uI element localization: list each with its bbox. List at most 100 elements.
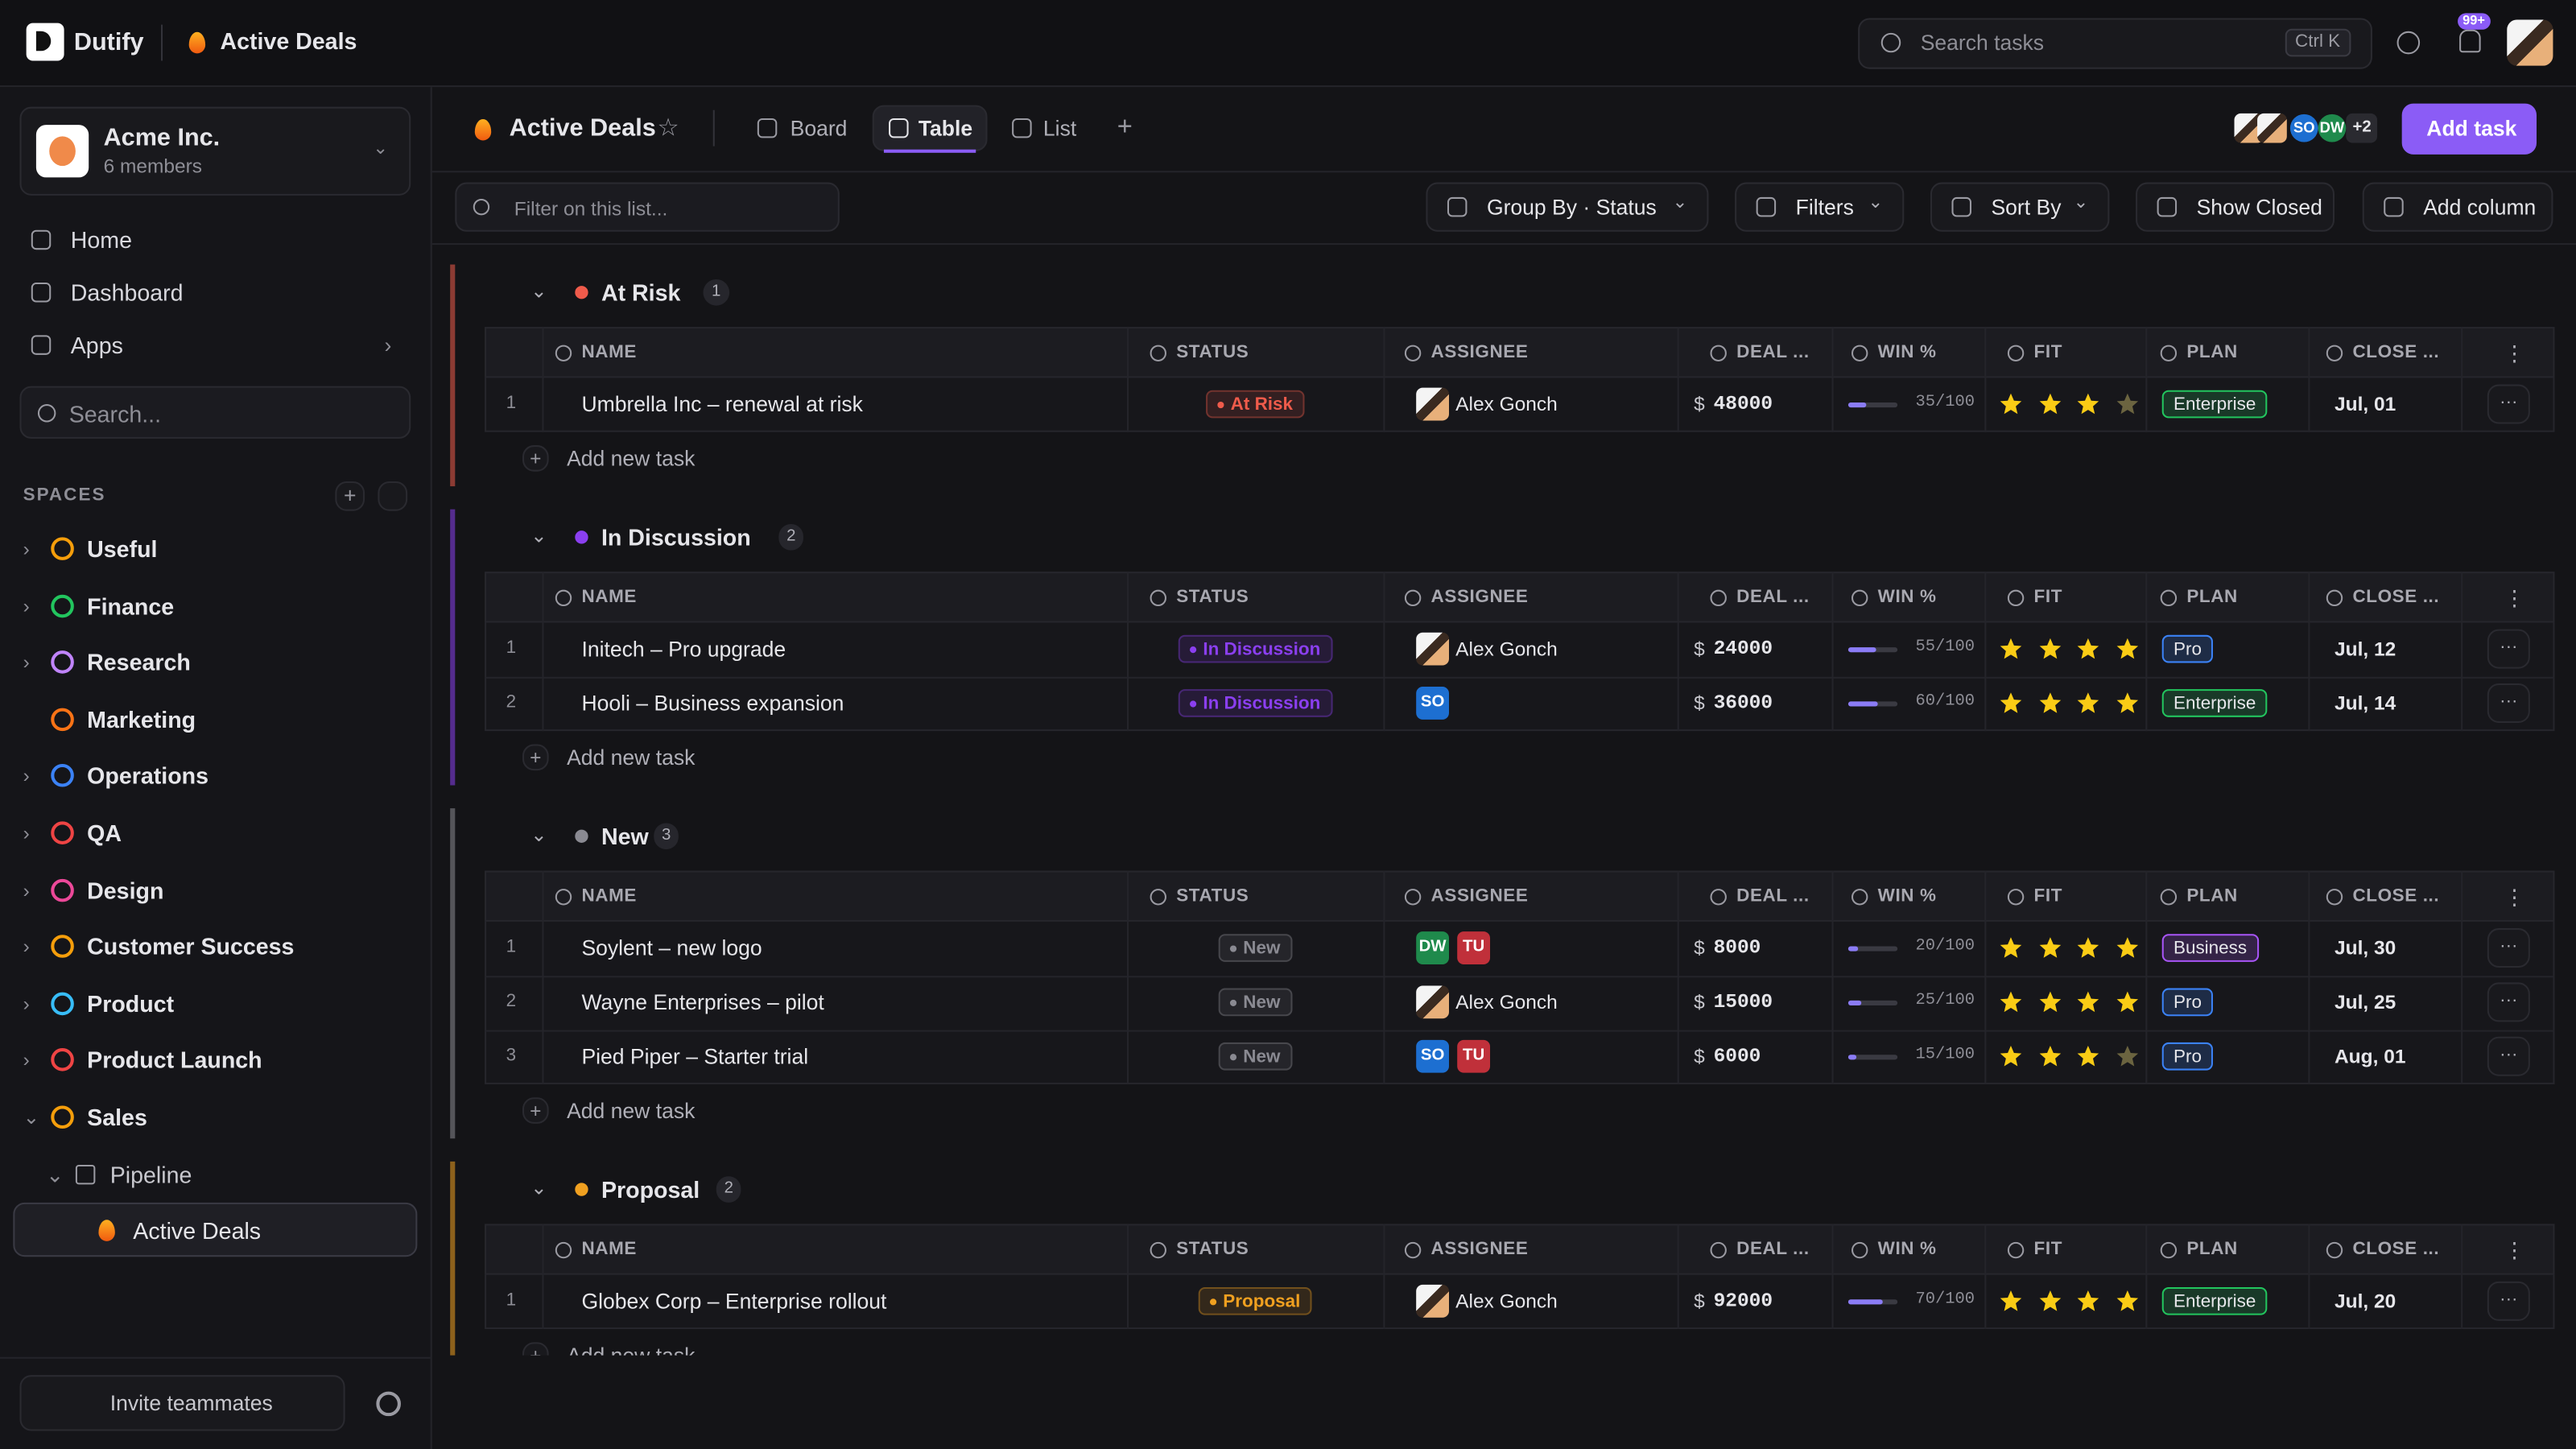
list-filter[interactable]: [455, 182, 840, 232]
task-name[interactable]: Umbrella Inc – renewal at risk: [581, 391, 863, 417]
space[interactable]: Sales: [87, 1104, 147, 1131]
add-task-icon[interactable]: +: [522, 445, 549, 472]
status[interactable]: New: [1218, 988, 1292, 1017]
nav-item[interactable]: Apps: [70, 332, 123, 358]
favorite-button[interactable]: ☆: [657, 114, 679, 142]
space[interactable]: Operations: [87, 762, 208, 790]
task-name[interactable]: Wayne Enterprises – pilot: [581, 989, 824, 1015]
active-list[interactable]: [13, 1202, 418, 1257]
divider: [712, 109, 715, 147]
space[interactable]: QA: [87, 819, 122, 847]
column-icon: [1851, 589, 1868, 607]
column-menu[interactable]: ⋮: [2504, 341, 2525, 366]
folder[interactable]: Pipeline: [109, 1161, 192, 1188]
add-task-icon[interactable]: +: [522, 1097, 549, 1124]
settings-button[interactable]: [376, 1391, 401, 1417]
row-menu[interactable]: ···: [2487, 928, 2530, 968]
search-placeholder: Search tasks: [1920, 30, 2045, 56]
space[interactable]: Research: [87, 649, 191, 676]
column-menu[interactable]: ⋮: [2504, 1237, 2525, 1263]
star: [2000, 638, 2022, 659]
space[interactable]: Marketing: [87, 706, 196, 733]
help-button[interactable]: [2396, 31, 2421, 55]
add-task-button[interactable]: [2401, 103, 2537, 155]
star: [2038, 937, 2061, 958]
row-menu[interactable]: ···: [2487, 1036, 2530, 1076]
more-members[interactable]: +2: [2346, 113, 2378, 143]
task-name[interactable]: Hooli – Business expansion: [581, 691, 844, 716]
chevron: ›: [23, 821, 30, 844]
notifications-button[interactable]: [2459, 29, 2481, 53]
space[interactable]: Useful: [87, 535, 158, 562]
chevron: ›: [23, 537, 30, 560]
space[interactable]: Product: [87, 990, 175, 1017]
add-view[interactable]: +: [1117, 113, 1133, 142]
breadcrumb[interactable]: Active Deals: [220, 27, 357, 55]
view-tab[interactable]: Table: [918, 115, 973, 141]
task-name[interactable]: Initech – Pro upgrade: [581, 636, 786, 662]
column-icon: [555, 889, 572, 906]
column-icon: [1150, 345, 1166, 361]
logo[interactable]: [26, 23, 64, 61]
nav-item[interactable]: Home: [70, 226, 132, 254]
space[interactable]: Design: [87, 876, 164, 903]
status[interactable]: New: [1218, 934, 1292, 962]
col-divider: [542, 1224, 544, 1330]
add-task[interactable]: Add new task: [567, 446, 696, 471]
add-task[interactable]: Add new task: [567, 745, 696, 770]
status[interactable]: In Discussion: [1178, 634, 1332, 663]
page-icon: [188, 31, 206, 54]
row-menu[interactable]: ···: [2487, 384, 2530, 424]
row-menu[interactable]: ···: [2487, 629, 2530, 669]
deal-value: 36000: [1713, 691, 1773, 715]
status[interactable]: Proposal: [1198, 1286, 1312, 1315]
toolbar-button[interactable]: [2136, 182, 2334, 232]
invite-button[interactable]: [19, 1375, 345, 1431]
column-menu[interactable]: ⋮: [2504, 884, 2525, 910]
add-task[interactable]: Add new task: [567, 1344, 695, 1355]
add-task-icon[interactable]: +: [522, 744, 549, 771]
space[interactable]: Finance: [87, 592, 175, 619]
task-name[interactable]: Globex Corp – Enterprise rollout: [581, 1289, 887, 1314]
task-name[interactable]: Pied Piper – Starter trial: [581, 1043, 809, 1069]
toolbar-button[interactable]: [1735, 182, 1905, 232]
collapse[interactable]: ⌄: [530, 524, 547, 547]
column-icon: [1404, 345, 1422, 361]
status[interactable]: In Discussion: [1178, 689, 1332, 717]
add-task-icon[interactable]: +: [522, 1342, 549, 1356]
row-menu[interactable]: ···: [2487, 1281, 2530, 1321]
col-divider: [2145, 572, 2148, 732]
column-header: CLOSE ...: [2352, 1239, 2440, 1260]
add-space[interactable]: +: [335, 481, 365, 511]
sidebar-search[interactable]: [19, 386, 411, 439]
space[interactable]: Product Launch: [87, 1046, 262, 1074]
column-menu[interactable]: ⋮: [2504, 585, 2525, 611]
view-tab[interactable]: Board: [790, 115, 848, 141]
row-menu[interactable]: ···: [2487, 982, 2530, 1022]
search-icon: [1880, 32, 1901, 53]
space[interactable]: Customer Success: [87, 933, 295, 960]
column-icon: [2007, 1241, 2025, 1259]
toolbar-button[interactable]: [1930, 182, 2110, 232]
group-name: Proposal: [601, 1176, 700, 1203]
user-avatar[interactable]: [2507, 19, 2553, 66]
spaces-panel[interactable]: [378, 481, 408, 511]
add-task[interactable]: Add new task: [567, 1098, 696, 1123]
assignee-avatar: DW: [1416, 931, 1449, 964]
column-icon: [1851, 1241, 1868, 1259]
collapse[interactable]: ⌄: [530, 1176, 547, 1199]
group-name: In Discussion: [601, 524, 751, 551]
collapse[interactable]: ⌄: [530, 279, 547, 303]
task-name[interactable]: Soylent – new logo: [581, 935, 762, 960]
toolbar-button[interactable]: [2362, 182, 2553, 232]
view-tab[interactable]: List: [1042, 115, 1077, 141]
nav-item[interactable]: Dashboard: [70, 279, 184, 306]
collapse[interactable]: ⌄: [530, 823, 547, 847]
column-header: FIT: [2033, 886, 2063, 906]
toolbar-button[interactable]: [1426, 182, 1709, 232]
column-icon: [1404, 1241, 1422, 1259]
status[interactable]: New: [1218, 1042, 1292, 1071]
row-menu[interactable]: ···: [2487, 683, 2530, 723]
status[interactable]: At Risk: [1206, 390, 1305, 419]
divider: [431, 243, 2576, 246]
